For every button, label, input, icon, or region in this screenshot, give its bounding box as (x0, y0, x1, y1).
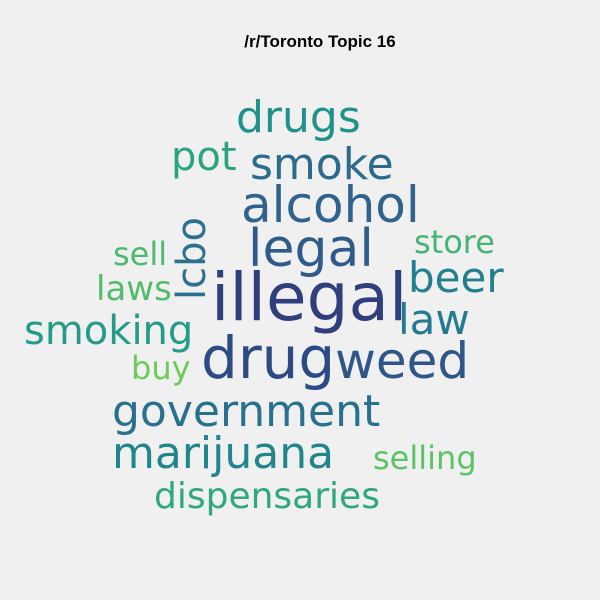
word-illegal: illegal (211, 259, 408, 336)
word-government: government (112, 386, 381, 437)
word-store: store (414, 223, 495, 261)
word-smoking: smoking (24, 308, 194, 354)
word-laws: laws (96, 269, 172, 309)
word-law: law (398, 295, 470, 344)
word-smoke: smoke (250, 139, 394, 190)
word-lcbo: lcbo (169, 217, 215, 300)
word-weed: weed (335, 332, 470, 390)
word-beer: beer (408, 253, 504, 302)
word-drug: drug (201, 324, 336, 392)
word-alcohol: alcohol (241, 176, 420, 234)
word-pot: pot (171, 134, 237, 180)
word-drugs: drugs (236, 92, 361, 143)
word-sell: sell (113, 235, 168, 273)
word-dispensaries: dispensaries (154, 476, 380, 517)
word-selling: selling (373, 439, 477, 477)
word-marijuana: marijuana (112, 428, 335, 479)
chart-title: /r/Toronto Topic 16 (244, 32, 396, 51)
word-legal: legal (248, 219, 374, 279)
word-buy: buy (131, 349, 191, 387)
